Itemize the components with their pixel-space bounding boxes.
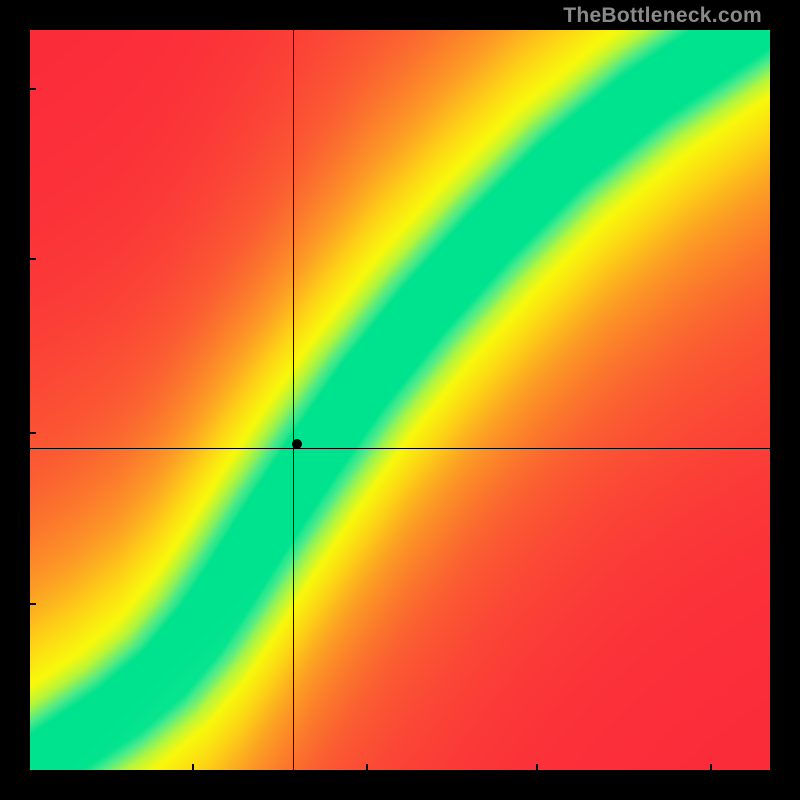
y-tick bbox=[30, 432, 36, 434]
x-tick bbox=[366, 764, 368, 770]
watermark-text: TheBottleneck.com bbox=[563, 4, 762, 28]
heatmap-canvas bbox=[30, 30, 770, 770]
y-tick bbox=[30, 258, 36, 260]
bottleneck-heatmap bbox=[30, 30, 770, 770]
crosshair-vertical bbox=[293, 30, 294, 770]
y-tick bbox=[30, 603, 36, 605]
y-tick bbox=[30, 88, 36, 90]
crosshair-horizontal bbox=[30, 448, 770, 449]
x-tick bbox=[192, 764, 194, 770]
x-tick bbox=[710, 764, 712, 770]
x-tick bbox=[536, 764, 538, 770]
selected-point-marker bbox=[292, 439, 302, 449]
